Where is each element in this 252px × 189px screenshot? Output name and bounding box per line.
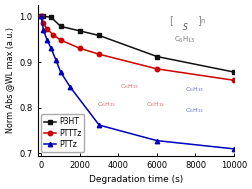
PTTTz — [78, 47, 81, 50]
PTTz — [98, 124, 101, 126]
PTTz — [59, 71, 62, 73]
Line: PTTz: PTTz — [39, 14, 236, 151]
P3HT — [42, 15, 45, 17]
PTTz — [155, 139, 159, 142]
Legend: P3HT, PTTTz, PTTz: P3HT, PTTTz, PTTz — [41, 114, 84, 152]
Text: C$_6$H$_{13}$: C$_6$H$_{13}$ — [97, 100, 116, 109]
Line: PTTTz: PTTTz — [39, 14, 236, 83]
X-axis label: Degradation time (s): Degradation time (s) — [89, 175, 183, 184]
PTTTz — [42, 22, 45, 24]
Text: C$_6$H$_{13}$: C$_6$H$_{13}$ — [174, 34, 196, 45]
Text: S: S — [182, 23, 187, 32]
PTTz — [46, 39, 49, 41]
Text: C$_6$H$_{13}$: C$_6$H$_{13}$ — [185, 106, 204, 115]
P3HT — [98, 34, 101, 37]
Text: ]: ] — [197, 15, 201, 25]
Y-axis label: Norm Abs @WL max (a.u.): Norm Abs @WL max (a.u.) — [5, 27, 14, 133]
PTTTz — [233, 79, 236, 81]
PTTz — [54, 59, 57, 61]
PTTz — [233, 148, 236, 150]
P3HT — [155, 55, 159, 58]
PTTTz — [59, 39, 62, 41]
P3HT — [78, 30, 81, 32]
Text: [: [ — [169, 15, 173, 25]
PTTTz — [51, 33, 54, 36]
Line: P3HT: P3HT — [39, 14, 236, 74]
PTTz — [42, 29, 45, 31]
Text: C$_6$H$_{13}$: C$_6$H$_{13}$ — [146, 100, 165, 109]
PTTTz — [98, 53, 101, 55]
PTTz — [49, 47, 52, 50]
P3HT — [59, 25, 62, 27]
P3HT — [49, 16, 52, 18]
Text: C$_6$H$_{13}$: C$_6$H$_{13}$ — [120, 82, 140, 91]
PTTz — [69, 86, 72, 88]
Text: n: n — [200, 19, 205, 24]
Text: C$_6$H$_{13}$: C$_6$H$_{13}$ — [185, 85, 204, 94]
PTTTz — [46, 28, 49, 30]
P3HT — [233, 71, 236, 73]
PTTTz — [155, 68, 159, 70]
PTTz — [40, 15, 43, 17]
P3HT — [40, 15, 43, 17]
PTTTz — [40, 15, 43, 17]
